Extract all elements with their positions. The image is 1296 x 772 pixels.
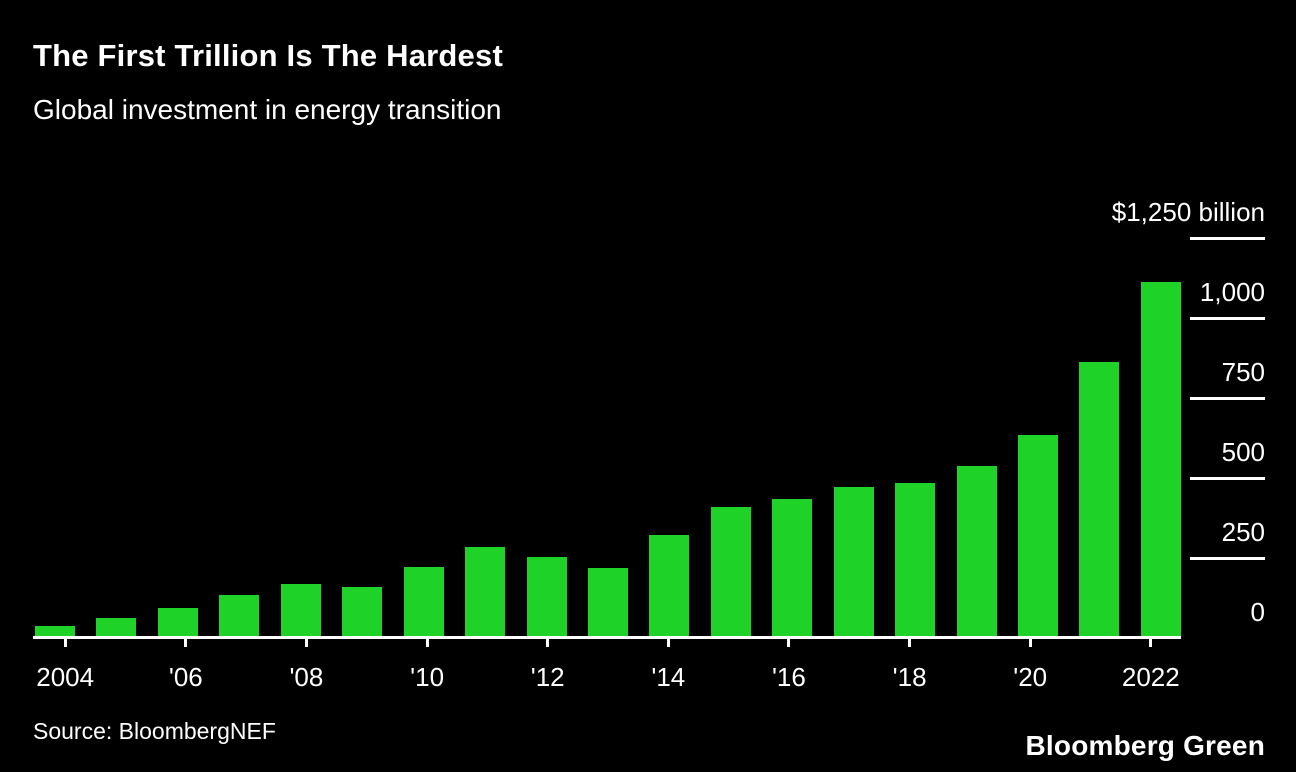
y-tick-mark bbox=[1190, 317, 1265, 320]
x-tick-mark bbox=[1149, 637, 1153, 647]
chart-subtitle: Global investment in energy transition bbox=[33, 94, 502, 125]
x-tick-label-14: '14 bbox=[651, 662, 686, 692]
bloomberg-green-logo: Bloomberg Green bbox=[1025, 730, 1265, 761]
x-axis-line bbox=[33, 636, 1181, 639]
x-tick-label-08: '08 bbox=[289, 662, 324, 692]
y-tick-mark bbox=[1190, 557, 1265, 560]
x-tick-mark bbox=[304, 637, 308, 647]
y-tick-label: 250 bbox=[1221, 517, 1265, 547]
x-tick-mark bbox=[1028, 637, 1032, 647]
bar-2015 bbox=[710, 507, 751, 637]
y-tick-label: 750 bbox=[1221, 357, 1265, 387]
x-tick-label-10: '10 bbox=[410, 662, 445, 692]
x-tick-label-06: '06 bbox=[168, 662, 203, 692]
bar-2014 bbox=[649, 534, 690, 637]
bar-2007 bbox=[219, 595, 260, 637]
bar-2005 bbox=[96, 617, 137, 637]
plot-area bbox=[35, 237, 1181, 637]
bar-2012 bbox=[526, 557, 567, 637]
y-tick-label: $1,250 billion bbox=[1111, 197, 1265, 227]
x-tick-mark bbox=[787, 637, 791, 647]
y-tick-mark bbox=[1190, 397, 1265, 400]
y-tick-mark bbox=[1190, 237, 1265, 240]
x-tick-label-12: '12 bbox=[530, 662, 565, 692]
y-tick-label: 0 bbox=[1250, 597, 1265, 627]
bar-2019 bbox=[956, 465, 997, 637]
bar-2004 bbox=[35, 626, 75, 637]
x-tick-mark bbox=[546, 637, 550, 647]
source-note: Source: BloombergNEF bbox=[33, 718, 276, 744]
bar-2008 bbox=[280, 584, 321, 637]
x-tick-mark bbox=[63, 637, 67, 647]
bar-2017 bbox=[833, 486, 874, 637]
x-tick-mark bbox=[666, 637, 670, 647]
x-tick-mark bbox=[425, 637, 429, 647]
chart-title: The First Trillion Is The Hardest bbox=[33, 38, 503, 73]
y-tick-label: 500 bbox=[1221, 437, 1265, 467]
x-tick-label-2004: 2004 bbox=[36, 662, 95, 692]
bar-2018 bbox=[895, 483, 936, 637]
bar-2016 bbox=[772, 499, 813, 637]
bar-2013 bbox=[587, 568, 628, 637]
x-tick-label-2022: 2022 bbox=[1121, 662, 1180, 692]
x-tick-mark bbox=[908, 637, 912, 647]
x-tick-mark bbox=[184, 637, 188, 647]
x-tick-label-16: '16 bbox=[771, 662, 806, 692]
bar-2020 bbox=[1018, 435, 1058, 637]
x-tick-label-20: '20 bbox=[1013, 662, 1048, 692]
bar-2022 bbox=[1140, 281, 1181, 637]
bar-2006 bbox=[157, 608, 198, 637]
bar-2011 bbox=[465, 547, 506, 637]
y-tick-mark bbox=[1190, 477, 1265, 480]
bars bbox=[35, 237, 1181, 637]
bar-2010 bbox=[403, 566, 444, 637]
x-tick-label-18: '18 bbox=[892, 662, 927, 692]
y-tick-label: 1,000 bbox=[1199, 277, 1265, 307]
bar-2021 bbox=[1079, 361, 1120, 637]
bar-2009 bbox=[342, 587, 383, 637]
